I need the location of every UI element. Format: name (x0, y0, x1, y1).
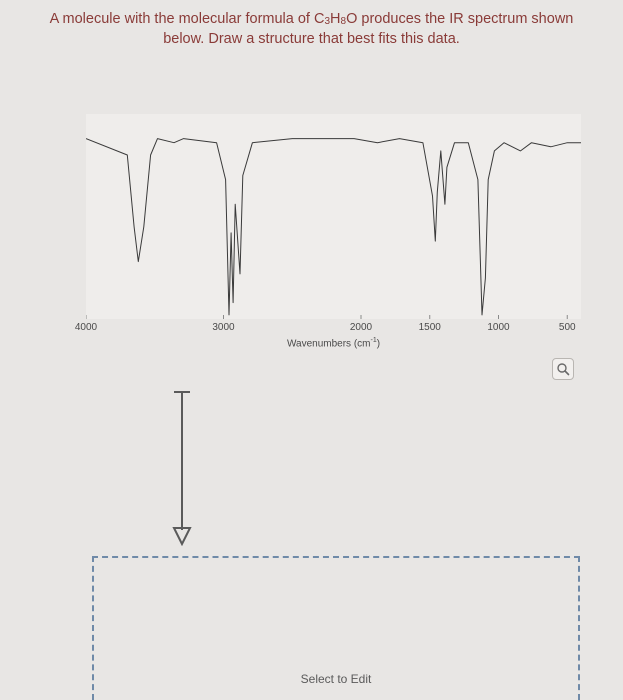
x-axis-caption-prefix: Wavenumbers (cm (287, 338, 371, 349)
question-prompt: A molecule with the molecular formula of… (0, 0, 623, 49)
editor-placeholder: Select to Edit (94, 672, 578, 686)
page-root: A molecule with the molecular formula of… (0, 0, 623, 700)
prompt-text-4: below. Draw a structure that best fits t… (163, 31, 460, 47)
down-arrow-icon (168, 388, 196, 546)
x-axis-caption-suffix: ) (377, 338, 380, 349)
prompt-text-2: H (330, 11, 340, 27)
structure-editor[interactable]: Select to Edit (92, 556, 580, 700)
ir-spectrum (86, 114, 581, 319)
x-axis-tick-labels: 40003000200015001000500 (86, 322, 581, 338)
x-tick-label: 500 (559, 322, 576, 333)
prompt-text-1: A molecule with the molecular formula of… (50, 11, 325, 27)
magnifier-icon (556, 362, 570, 376)
x-tick-label: 2000 (350, 322, 372, 333)
x-tick-label: 1000 (487, 322, 509, 333)
x-tick-label: 4000 (75, 322, 97, 333)
prompt-text-3: O produces the IR spectrum shown (346, 11, 573, 27)
x-axis-caption: Wavenumbers (cm-1) (86, 337, 581, 349)
x-tick-label: 1500 (419, 322, 441, 333)
zoom-button[interactable] (552, 358, 574, 380)
x-tick-label: 3000 (212, 322, 234, 333)
ir-spectrum-svg (86, 114, 581, 319)
